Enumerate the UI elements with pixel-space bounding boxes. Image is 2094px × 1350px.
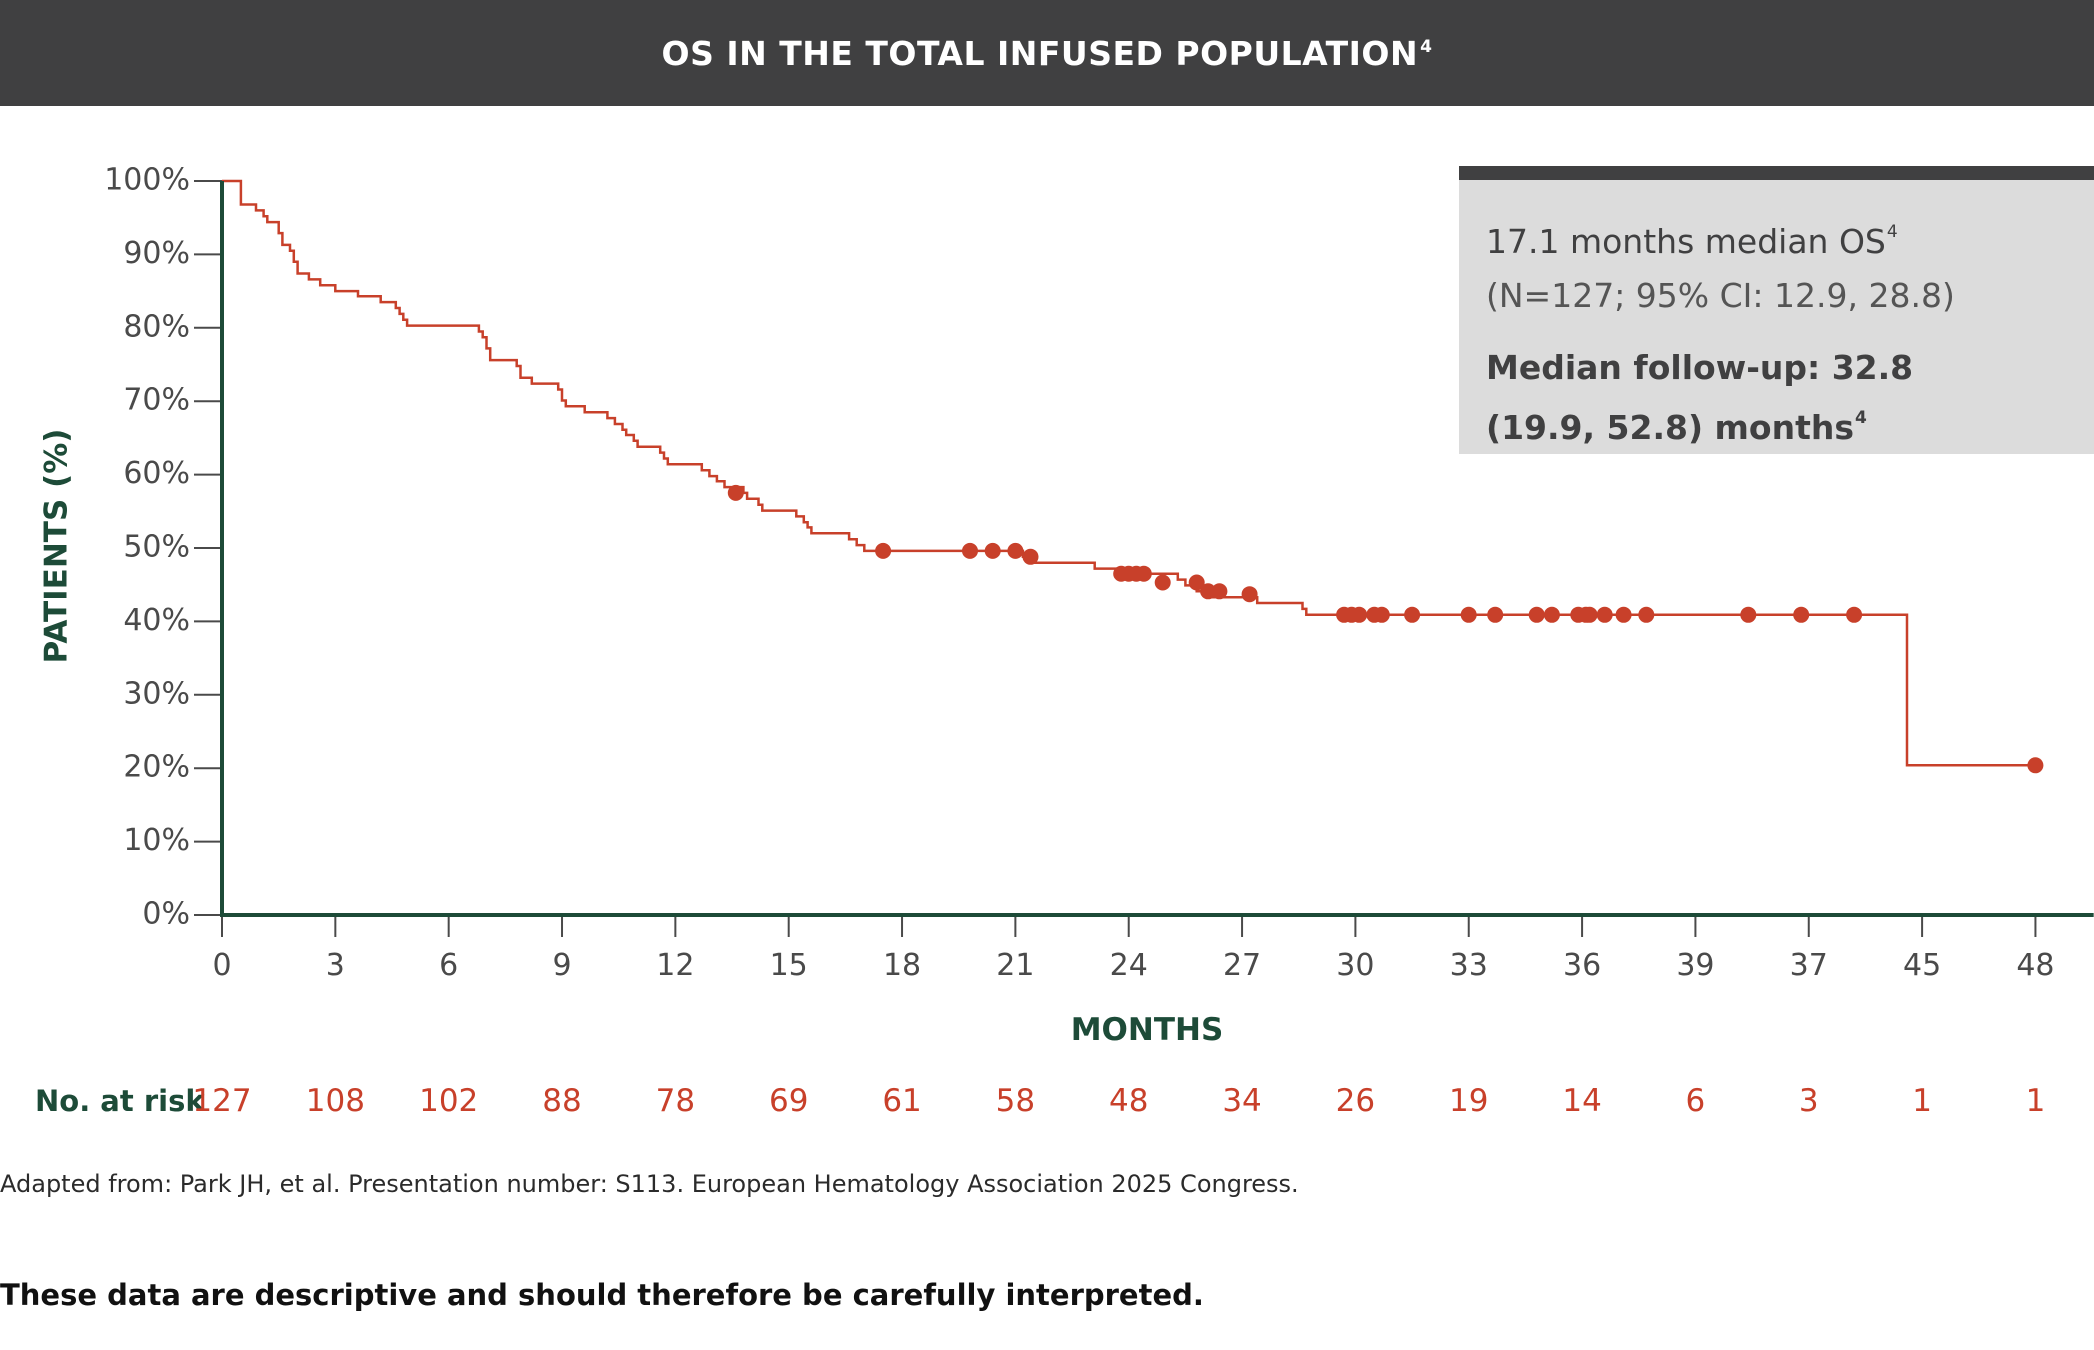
km-chart: 0%10%20%30%40%50%60%70%80%90%100% 0 3 6 9 12… — [35, 163, 2094, 1119]
x-tick-label: 48 — [2016, 948, 2054, 983]
censor-marker — [1404, 606, 1421, 623]
x-tick-label: 39 — [1676, 948, 1714, 983]
censor-marker — [1581, 606, 1598, 623]
x-tick-label: 15 — [770, 948, 808, 983]
x-tick-label: 33 — [1450, 948, 1488, 983]
risk-value: 58 — [996, 1083, 1035, 1119]
censor-marker — [875, 542, 892, 559]
y-tick-label: 60% — [123, 456, 190, 491]
censor-marker — [1638, 606, 1655, 623]
x-axis-ticks: 0 3 6 9 12 15 18 21 24 27 30 33 36 39 37 45 48 — [212, 915, 2055, 983]
censor-marker — [1615, 606, 1632, 623]
y-tick-label: 70% — [123, 383, 190, 418]
risk-value: 19 — [1449, 1083, 1488, 1119]
censor-marker — [1241, 586, 1258, 603]
censor-marker — [1200, 583, 1217, 600]
median-os-summary-box: 17.1 months median OS4 (N=127; 95% CI: 1… — [1459, 166, 2094, 454]
censor-marker — [727, 484, 744, 501]
censor-marker — [2027, 757, 2044, 774]
risk-value: 102 — [419, 1083, 478, 1119]
median-os-ci-line: (N=127; 95% CI: 12.9, 28.8) — [1486, 276, 1955, 315]
chart-title-superscript: 4 — [1420, 37, 1433, 57]
censor-marker — [1487, 606, 1504, 623]
risk-value: 127 — [192, 1083, 251, 1119]
chart-title-banner: OS IN THE TOTAL INFUSED POPULATION 4 — [0, 0, 2094, 106]
median-os-line: 17.1 months median OS4 — [1486, 216, 2094, 262]
risk-value: 3 — [1799, 1083, 1819, 1119]
risk-value: 69 — [769, 1083, 808, 1119]
censor-marker — [1528, 606, 1545, 623]
risk-value: 26 — [1336, 1083, 1375, 1119]
risk-value: 88 — [542, 1083, 581, 1119]
x-tick-label: 9 — [552, 948, 571, 983]
censor-marker — [1135, 565, 1152, 582]
censor-marker — [1373, 606, 1390, 623]
censor-marker — [1460, 606, 1477, 623]
y-tick-label: 10% — [123, 823, 190, 858]
censor-marker — [1846, 606, 1863, 623]
x-tick-label: 30 — [1336, 948, 1374, 983]
y-tick-label: 50% — [123, 530, 190, 565]
censor-marker — [1188, 574, 1205, 591]
censor-marker — [1211, 583, 1228, 600]
median-follow-up-range-text: (19.9, 52.8) months — [1486, 408, 1854, 447]
y-tick-label: 20% — [123, 750, 190, 785]
median-follow-up-line: Median follow-up: 32.8 — [1486, 348, 1914, 387]
y-tick-label: 80% — [123, 309, 190, 344]
x-tick-label: 12 — [656, 948, 694, 983]
x-tick-label: 45 — [1903, 948, 1941, 983]
censor-marker — [1154, 574, 1171, 591]
y-axis-ticks: 0% 10% 20% 30% 40% 50% 60% 70% 80% 90% 100% — [104, 163, 222, 932]
y-tick-label: 0% — [142, 897, 190, 932]
median-follow-up-superscript: 4 — [1854, 408, 1867, 428]
disclaimer-text: These data are descriptive and should th… — [0, 1278, 1204, 1312]
x-tick-label: 27 — [1223, 948, 1261, 983]
median-os-text: 17.1 months median OS — [1486, 222, 1886, 261]
x-tick-label: 0 — [212, 948, 231, 983]
censored-markers — [727, 484, 2044, 774]
median-follow-up-range-line: (19.9, 52.8) months4 — [1486, 402, 2094, 448]
risk-value: 61 — [882, 1083, 921, 1119]
median-os-superscript: 4 — [1886, 222, 1898, 242]
x-tick-label: 18 — [883, 948, 921, 983]
risk-value: 14 — [1562, 1083, 1601, 1119]
x-tick-label: 36 — [1563, 948, 1601, 983]
censor-marker — [1351, 606, 1368, 623]
y-tick-label: 40% — [123, 603, 190, 638]
censor-marker — [962, 542, 978, 559]
y-axis-label: PATIENTS (%) — [39, 429, 75, 664]
risk-value: 1 — [1912, 1083, 1932, 1119]
censor-marker — [1793, 606, 1810, 623]
x-tick-label: 21 — [996, 948, 1034, 983]
x-tick-label: 6 — [439, 948, 458, 983]
censor-marker — [1596, 606, 1613, 623]
risk-value: 6 — [1686, 1083, 1706, 1119]
risk-value: 108 — [306, 1083, 365, 1119]
chart-title: OS IN THE TOTAL INFUSED POPULATION — [661, 33, 1419, 73]
x-axis-label: MONTHS — [1071, 1012, 1224, 1048]
censor-marker — [1022, 548, 1039, 565]
x-tick-label: 24 — [1110, 948, 1148, 983]
censor-marker — [1543, 606, 1560, 623]
risk-value: 48 — [1109, 1083, 1148, 1119]
censor-marker — [1007, 542, 1024, 559]
risk-value: 78 — [656, 1083, 695, 1119]
x-tick-label: 3 — [326, 948, 345, 983]
x-tick-label: 37 — [1790, 948, 1828, 983]
risk-value: 1 — [2026, 1083, 2046, 1119]
y-tick-label: 90% — [123, 236, 190, 271]
y-tick-label: 100% — [104, 163, 190, 198]
risk-value: 34 — [1222, 1083, 1261, 1119]
censor-marker — [984, 542, 1001, 559]
risk-table-label: No. at risk — [35, 1084, 205, 1118]
censor-marker — [1740, 606, 1757, 623]
source-footnote: Adapted from: Park JH, et al. Presentati… — [0, 1170, 1299, 1198]
y-tick-label: 30% — [123, 676, 190, 711]
risk-table-values: 127 108 102 88 78 69 61 58 48 34 26 19 14 6 3 1 1 — [192, 1083, 2045, 1119]
